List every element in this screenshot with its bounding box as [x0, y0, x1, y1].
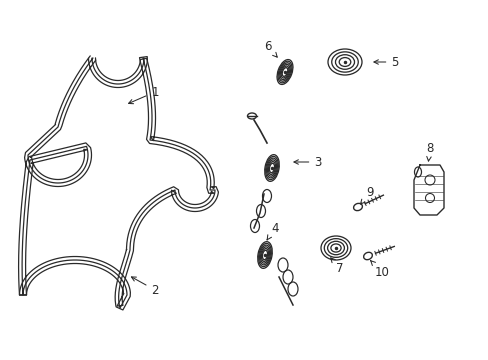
Text: 3: 3: [293, 156, 321, 168]
Text: 5: 5: [373, 55, 398, 68]
Text: 10: 10: [370, 261, 388, 279]
Text: 1: 1: [128, 85, 159, 104]
Text: 9: 9: [360, 186, 373, 204]
Text: 2: 2: [131, 277, 159, 297]
Text: 7: 7: [330, 258, 343, 274]
Text: 6: 6: [264, 40, 277, 57]
Text: 4: 4: [266, 221, 278, 240]
Text: 8: 8: [426, 141, 433, 161]
